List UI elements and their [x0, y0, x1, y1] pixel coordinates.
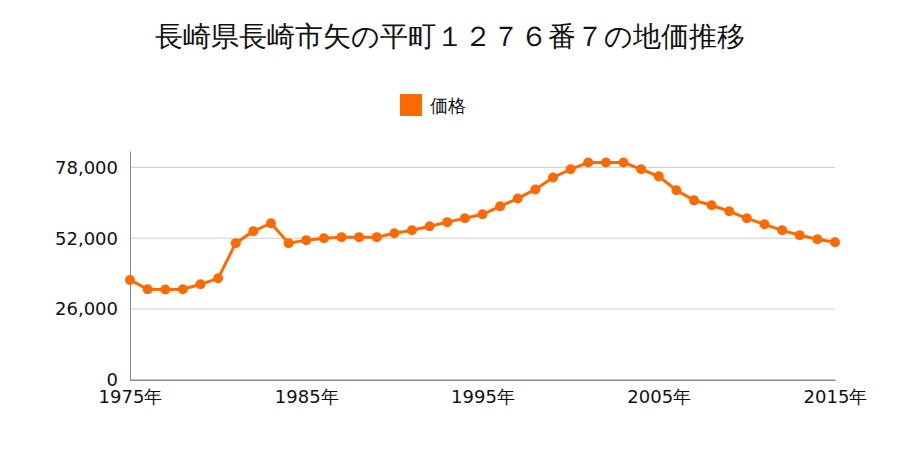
legend-swatch	[400, 94, 422, 116]
x-tick-label: 2005年	[627, 386, 691, 407]
point	[777, 225, 787, 235]
point	[143, 284, 153, 294]
point	[266, 218, 276, 228]
x-tick: 2005年	[627, 380, 691, 407]
point	[689, 195, 699, 205]
point	[442, 217, 452, 227]
chart: 長崎県長崎市矢の平町１２７６番７の地価推移026,00052,00078,000…	[0, 0, 900, 450]
point	[284, 238, 294, 248]
point	[337, 232, 347, 242]
point	[178, 284, 188, 294]
point	[583, 157, 593, 167]
y-tick: 78,000	[55, 157, 130, 178]
x-tick: 1975年	[99, 380, 163, 407]
point	[407, 225, 417, 235]
point	[389, 228, 399, 238]
plot-area	[125, 157, 840, 294]
point	[636, 164, 646, 174]
point	[495, 201, 505, 211]
point	[425, 221, 435, 231]
y-axis: 026,00052,00078,000	[55, 152, 130, 391]
y-tick-label: 26,000	[55, 298, 118, 319]
y-tick: 52,000	[55, 227, 130, 248]
point	[548, 172, 558, 182]
y-tick: 26,000	[55, 298, 130, 319]
point	[671, 185, 681, 195]
point	[160, 284, 170, 294]
grid	[130, 167, 835, 380]
point	[372, 232, 382, 242]
point	[248, 226, 258, 236]
point	[530, 184, 540, 194]
x-tick-label: 1995年	[451, 386, 515, 407]
x-tick-label: 1975年	[99, 386, 163, 407]
line	[130, 162, 835, 289]
x-tick: 1995年	[451, 380, 515, 407]
point	[319, 233, 329, 243]
point	[231, 238, 241, 248]
x-axis-line	[131, 380, 836, 381]
point	[196, 279, 206, 289]
point	[619, 157, 629, 167]
point	[354, 232, 364, 242]
x-axis: 1975年 1985年 1995年 2005年 2015年	[99, 380, 868, 407]
point	[478, 209, 488, 219]
point	[812, 234, 822, 244]
x-tick: 1985年	[275, 380, 339, 407]
point	[795, 230, 805, 240]
y-axis-line	[130, 152, 131, 381]
point	[213, 273, 223, 283]
point	[601, 157, 611, 167]
point	[301, 235, 311, 245]
x-tick-label: 1985年	[275, 386, 339, 407]
legend: 価格	[400, 94, 466, 116]
grid-line	[130, 380, 835, 381]
point	[742, 213, 752, 223]
point	[566, 164, 576, 174]
x-tick-label: 2015年	[804, 386, 868, 407]
point	[760, 219, 770, 229]
point	[830, 237, 840, 247]
grid-line	[130, 309, 835, 310]
point	[513, 193, 523, 203]
title: 長崎県長崎市矢の平町１２７６番７の地価推移	[155, 20, 745, 53]
point	[460, 213, 470, 223]
grid-line	[130, 167, 835, 168]
y-tick-label: 78,000	[55, 157, 118, 178]
point	[724, 206, 734, 216]
point	[125, 275, 135, 285]
legend-label: 価格	[430, 95, 466, 116]
point	[654, 171, 664, 181]
point	[707, 200, 717, 210]
y-tick-label: 52,000	[55, 227, 118, 248]
x-tick: 2015年	[804, 380, 868, 407]
